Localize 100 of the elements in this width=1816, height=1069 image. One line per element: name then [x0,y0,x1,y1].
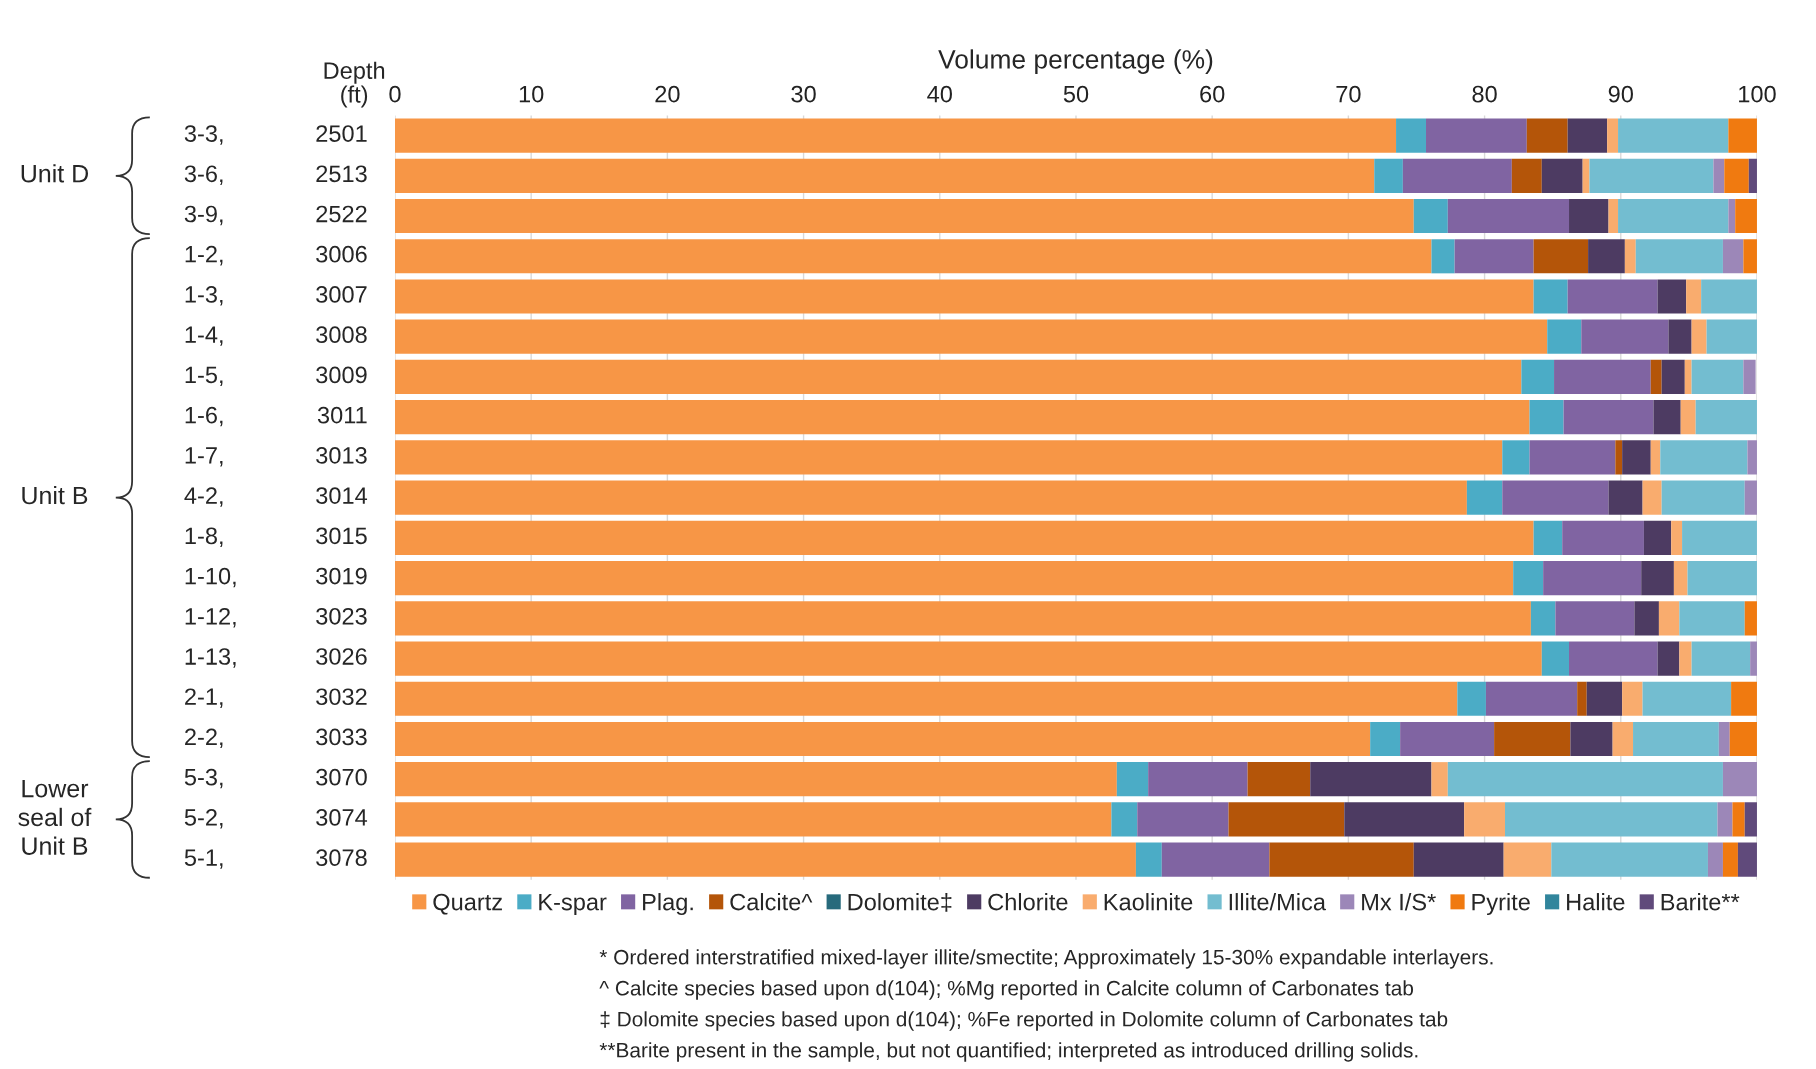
bar [1269,842,1414,877]
bar [1706,319,1757,354]
bar [1137,802,1229,837]
bar [1530,601,1556,636]
bar [1724,158,1749,193]
bar [394,279,1534,314]
category-label: 5-3, 3070 [184,768,367,789]
bar [1624,239,1636,274]
bar [1635,239,1723,274]
bar [1161,842,1270,877]
legend-label: Calcite^ [730,893,813,911]
bar [394,400,1530,435]
bar [1722,842,1738,877]
bar [1533,279,1568,314]
bar [1426,118,1527,153]
x-tick-label: 10 [519,85,544,103]
bar [1431,239,1455,274]
legend-label: Mx I/S* [1362,893,1436,911]
bar [1567,279,1658,314]
bar [1588,239,1625,274]
bar [1513,560,1544,596]
bar [1608,198,1619,234]
bar [1643,520,1672,555]
bar [394,319,1548,354]
bar [394,802,1112,837]
category-label: 1-7, 3013 [185,447,367,467]
bar [1673,560,1688,596]
bar [1657,279,1687,314]
bar [1567,118,1608,153]
category-label: 2-2, 3033 [185,728,367,749]
x-tick-label: 60 [1200,85,1225,103]
bar [1413,198,1448,234]
bar [1679,601,1745,636]
bar [1589,158,1714,193]
category-label: 1-3, 3007 [185,286,367,306]
category-label: 4-2, 3014 [184,487,368,507]
bar [1555,601,1635,636]
bar [1618,118,1729,153]
bar [1743,239,1757,274]
bar [394,440,1503,475]
legend-label: Dolomite‡ [848,893,952,912]
category-label: 2-1, 3032 [185,688,367,708]
bar [1529,440,1616,475]
bar [1431,762,1448,797]
bar [1464,802,1506,837]
bar [394,641,1542,676]
bar [1657,641,1680,676]
bar [1642,480,1662,515]
bar [1691,359,1744,395]
bar [1717,802,1733,837]
bar [1641,560,1674,596]
bar [1633,721,1719,757]
bar [1701,279,1757,314]
bar [1447,762,1723,797]
bar [1661,359,1685,395]
bar [394,239,1432,274]
category-label: 1-13, 3026 [185,648,367,668]
bar [1729,721,1757,757]
category-label: 3-3, 2501 [184,125,367,145]
bar [1728,118,1757,153]
bar [1735,198,1757,234]
bar [1533,239,1589,274]
legend-label: Illite/Mica [1229,893,1326,911]
bar [1562,520,1644,555]
bar [1543,560,1642,596]
bar [1622,440,1651,475]
bar [1547,319,1582,354]
x-tick-label: 80 [1472,85,1497,103]
bar [394,118,1397,153]
category-label: 1-5, 3009 [185,366,367,387]
bar [1660,440,1748,475]
category-label: 5-1, 3078 [184,849,367,869]
x-tick-label: 50 [1063,85,1089,103]
x-tick-label: 40 [927,85,952,103]
bar [1402,158,1512,193]
bar [1577,681,1587,716]
bar [1396,118,1427,153]
bar [1668,319,1692,354]
category-label: 1-6, 3011 [185,406,367,427]
legend-label: Barite** [1661,893,1740,911]
bar [1502,440,1530,475]
bar [1695,400,1757,435]
category-label: 1-2, 3006 [185,245,367,266]
text: * Ordered interstratified mixed-layer illite/smectite; Approximately 15-30% expandable interlayers. [599,949,1493,969]
bar [1722,239,1744,274]
bar [1581,319,1669,354]
bar [1554,359,1651,395]
bar [1622,681,1643,716]
legend-label: Quartz [433,893,502,915]
x-tick-label: 30 [791,85,816,103]
bar [1563,400,1654,435]
bar [394,158,1375,193]
x-axis-title: Volume percentage (%) [938,49,1213,74]
bar [1551,842,1708,877]
bar [1148,762,1248,797]
bar [1658,601,1680,636]
category-label: 3-9, 2522 [184,205,367,226]
bar [1691,319,1707,354]
bar [1502,480,1609,515]
bar [394,681,1458,716]
